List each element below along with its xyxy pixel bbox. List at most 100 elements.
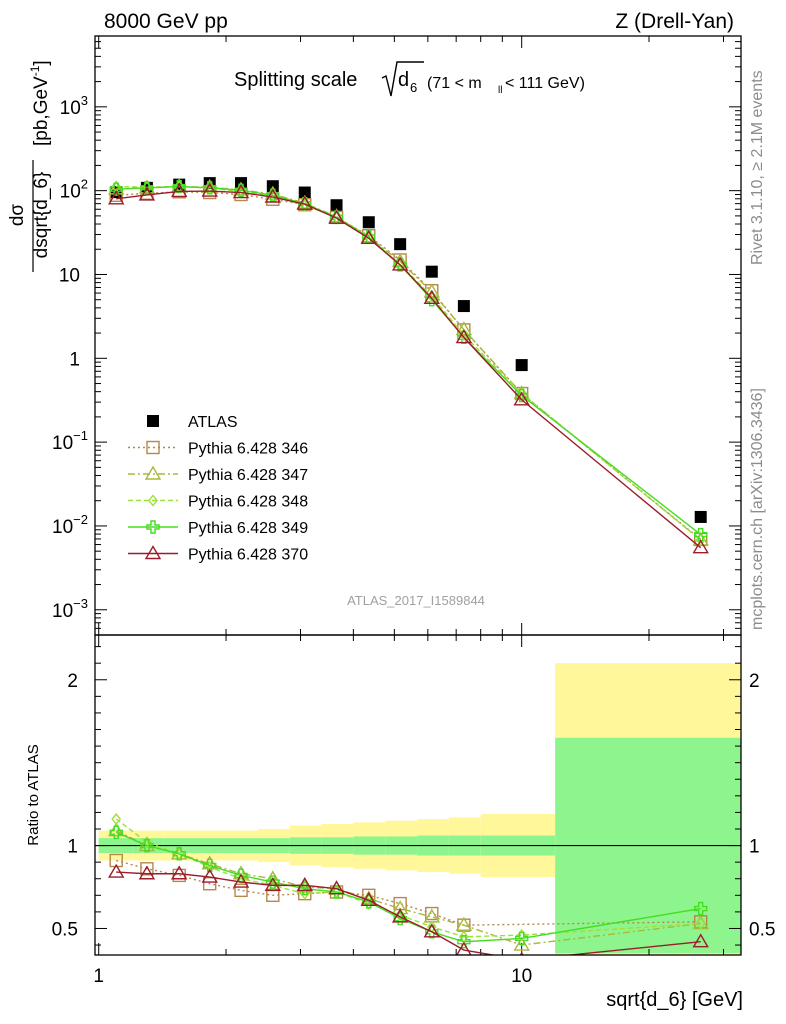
- ratio-data-point: [170, 865, 188, 880]
- ratio-axis-ticks: 0.5 0.5 1 1 2 2 1 10: [52, 635, 775, 987]
- legend-label: Pythia 6.428 348: [188, 494, 308, 511]
- ratio-data-point: [298, 881, 312, 896]
- main-frame: [94, 35, 742, 636]
- ratio-data-point: [514, 931, 529, 946]
- data-point: [330, 199, 343, 212]
- data-point: [140, 181, 154, 195]
- ratio-data-point: [694, 901, 708, 916]
- main-ytick-label: 1: [69, 349, 80, 370]
- legend-label: Pythia 6.428 347: [188, 467, 308, 484]
- ratio-data-point: [296, 876, 313, 892]
- data-point: [328, 209, 345, 224]
- series-line: [116, 185, 702, 541]
- chart-title: Splitting scale d 6 (71 < m ll < 111 GeV…: [234, 61, 585, 97]
- ratio-data-point: [423, 923, 441, 938]
- title-range-sub: ll: [498, 85, 502, 96]
- ratio-data-point: [360, 891, 377, 906]
- main-ytick-label: 10−2: [52, 512, 88, 538]
- ratio-series-line: [115, 830, 701, 946]
- data-point: [201, 182, 218, 197]
- data-point: [425, 293, 439, 307]
- ratio-ytick-label: 1: [67, 837, 78, 858]
- ratio-data-point: [109, 825, 123, 840]
- title-sub: 6: [410, 80, 417, 95]
- series-line: [116, 190, 702, 549]
- data-point: [391, 253, 409, 268]
- xtick-label: 1: [93, 966, 104, 987]
- legend-label: Pythia 6.428 346: [188, 441, 308, 458]
- legend-label: ATLAS: [188, 414, 238, 431]
- data-point: [423, 283, 441, 298]
- ratio-data-point: [232, 873, 250, 888]
- ratio-ytick-label: 2: [67, 671, 78, 692]
- header-right: Z (Drell-Yan): [615, 10, 734, 33]
- ratio-data-point: [513, 936, 530, 951]
- data-point: [170, 183, 188, 198]
- ratio-data-point: [391, 900, 409, 915]
- data-point: [513, 391, 530, 406]
- data-point: [203, 181, 217, 195]
- data-point: [172, 179, 186, 194]
- analysis-watermark: ATLAS_2017_I1589844: [347, 593, 485, 608]
- legend-marker: [146, 440, 160, 455]
- legend-label: Pythia 6.428 349: [188, 520, 308, 537]
- header-left: 8000 GeV pp: [104, 10, 228, 33]
- ratio-data-point: [393, 911, 407, 926]
- data-point: [423, 289, 441, 304]
- sqrt-symbol: [381, 61, 424, 97]
- ratio-data-point: [455, 916, 473, 931]
- ratio-data-point: [201, 868, 218, 883]
- main-ytick-label: 103: [60, 93, 88, 119]
- data-point: [362, 216, 375, 229]
- ratio-data-point: [140, 862, 154, 876]
- ratio-data-point: [140, 838, 154, 853]
- data-point: [694, 510, 707, 523]
- title-main: Splitting scale: [234, 69, 357, 91]
- ratio-data-point: [362, 895, 376, 909]
- ratio-data-point: [172, 868, 186, 883]
- ratio-series-line: [115, 818, 701, 938]
- ratio-data-point: [172, 847, 186, 861]
- ratio-data-point: [391, 908, 409, 923]
- xaxis-label: sqrt{d_6} [GeV]: [606, 989, 743, 1011]
- title-range-end: < 111 GeV): [505, 75, 585, 92]
- data-point: [360, 229, 377, 245]
- data-point: [264, 188, 282, 203]
- ratio-data-point: [203, 858, 217, 873]
- ratio-data-point: [234, 868, 248, 883]
- ratio-frame: [94, 634, 742, 956]
- ylabel-unit: [pb,GeV-1]: [28, 60, 52, 146]
- legend-marker: [146, 520, 160, 534]
- main-ytick-label: 10−3: [52, 596, 88, 622]
- ratio-ylabel: Ratio to ATLAS: [25, 744, 42, 845]
- ratio-data-point: [695, 917, 706, 930]
- ratio-uncertainty-bands: [98, 663, 741, 955]
- data-point: [391, 256, 409, 271]
- data-point: [457, 300, 470, 313]
- ratio-data-point: [360, 890, 377, 905]
- ratio-data-point: [328, 880, 345, 895]
- data-point: [455, 329, 473, 344]
- data-point: [425, 265, 438, 278]
- ratio-series: [108, 812, 709, 955]
- ylabel-denominator: dsqrt{d_6}: [31, 172, 52, 259]
- data-point: [694, 527, 708, 542]
- ratio-ytick-label: 0.5: [52, 919, 78, 940]
- legend-marker: [144, 545, 162, 560]
- data-point: [515, 359, 528, 372]
- data-point: [296, 195, 313, 210]
- data-point: [232, 184, 250, 199]
- series-line: [116, 185, 702, 541]
- ratio-data-point: [266, 875, 280, 889]
- ratio-data-point: [138, 865, 156, 880]
- ratio-data-point: [425, 925, 439, 939]
- ratio-data-point: [456, 941, 472, 955]
- legend-marker: [148, 494, 158, 507]
- data-point: [108, 190, 125, 205]
- ratio-data-point: [109, 853, 123, 868]
- data-point: [394, 238, 407, 251]
- main-axis-ticks: 10−3 10−2 10−1 1 10 102 103: [52, 35, 741, 636]
- xtick-label: 10: [511, 966, 532, 987]
- main-series: [108, 177, 709, 554]
